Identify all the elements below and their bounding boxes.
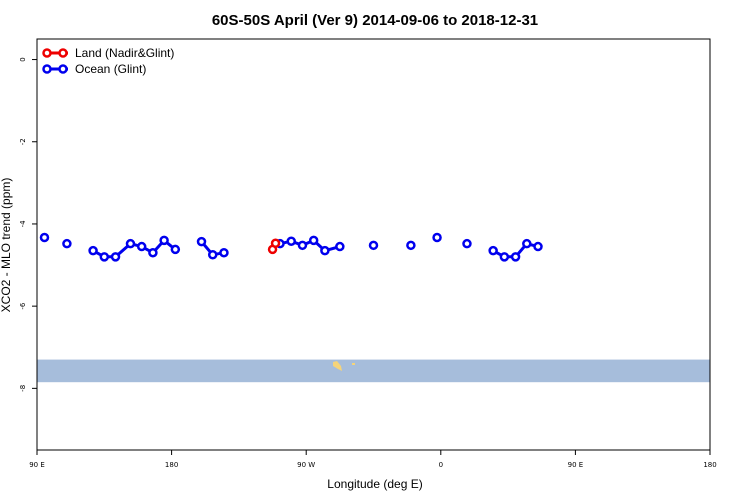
data-point bbox=[462, 238, 472, 249]
y-tick-label: -8 bbox=[19, 385, 27, 392]
plot-frame bbox=[36, 38, 711, 451]
series-land bbox=[267, 238, 281, 255]
data-point bbox=[320, 245, 330, 256]
data-point bbox=[270, 238, 281, 249]
y-tick-label: -2 bbox=[19, 138, 27, 145]
data-point bbox=[148, 247, 158, 258]
x-tick-label: 90 E bbox=[29, 461, 45, 469]
data-point bbox=[406, 240, 416, 251]
legend: Land (Nadir&Glint) Ocean (Glint) bbox=[42, 46, 174, 76]
x-tick-label: 90 W bbox=[297, 461, 315, 469]
x-tick-label: 0 bbox=[439, 461, 443, 469]
data-point bbox=[99, 252, 110, 262]
plot-area bbox=[37, 232, 710, 383]
x-tick-label: 180 bbox=[165, 461, 178, 469]
data-point bbox=[207, 250, 218, 260]
data-point bbox=[286, 236, 296, 246]
data-point bbox=[335, 241, 345, 252]
map-land bbox=[333, 361, 342, 371]
data-point bbox=[368, 240, 379, 251]
data-point bbox=[39, 232, 50, 243]
y-tick-label: -4 bbox=[19, 220, 27, 228]
map-land bbox=[352, 363, 355, 365]
x-tick-label: 180 bbox=[703, 461, 716, 469]
x-tick-label: 90 E bbox=[568, 461, 584, 469]
y-tick-label: -6 bbox=[19, 302, 27, 310]
series-ocean bbox=[39, 232, 543, 262]
legend-marker bbox=[58, 64, 68, 74]
data-point bbox=[308, 235, 319, 246]
data-point bbox=[62, 238, 72, 249]
data-point bbox=[110, 252, 121, 262]
x-axis: 90 E 180 90 W 0 90 E 180 bbox=[29, 450, 717, 469]
data-point bbox=[159, 235, 169, 246]
legend-label: Ocean (Glint) bbox=[75, 62, 146, 76]
data-point bbox=[196, 236, 207, 247]
y-axis-label: XCO2 - MLO trend (ppm) bbox=[0, 178, 13, 313]
data-point bbox=[125, 238, 136, 249]
legend-marker bbox=[58, 48, 68, 58]
x-axis-label: Longitude (deg E) bbox=[327, 477, 422, 491]
data-point bbox=[533, 241, 543, 252]
data-point bbox=[488, 245, 498, 256]
data-point bbox=[510, 252, 521, 262]
legend-marker bbox=[42, 64, 52, 74]
legend-marker bbox=[42, 48, 52, 58]
map-ocean-band bbox=[37, 359, 710, 383]
data-point bbox=[219, 247, 229, 258]
data-point bbox=[522, 238, 532, 249]
y-axis: 0 -2 -4 -6 -8 bbox=[19, 57, 37, 392]
y-tick-label: 0 bbox=[19, 57, 27, 61]
data-point bbox=[136, 241, 147, 252]
data-point bbox=[170, 244, 181, 255]
data-point bbox=[88, 245, 98, 256]
data-point bbox=[499, 252, 510, 262]
data-point bbox=[297, 240, 308, 251]
legend-label: Land (Nadir&Glint) bbox=[75, 46, 174, 60]
chart-title: 60S-50S April (Ver 9) 2014-09-06 to 2018… bbox=[212, 12, 538, 29]
data-point bbox=[432, 232, 442, 243]
